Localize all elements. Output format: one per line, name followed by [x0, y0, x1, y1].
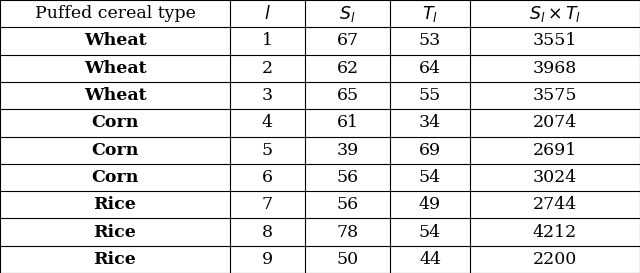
Text: 49: 49 — [419, 196, 441, 213]
Text: 56: 56 — [337, 196, 358, 213]
Text: $S_l \times T_l$: $S_l \times T_l$ — [529, 4, 581, 24]
Text: Wheat: Wheat — [84, 87, 147, 104]
Text: 3551: 3551 — [533, 32, 577, 49]
Text: 2: 2 — [262, 60, 273, 77]
Text: 50: 50 — [337, 251, 358, 268]
Text: 65: 65 — [337, 87, 358, 104]
Text: 8: 8 — [262, 224, 273, 241]
Text: Wheat: Wheat — [84, 32, 147, 49]
Text: Corn: Corn — [92, 142, 139, 159]
Text: 2074: 2074 — [533, 114, 577, 131]
Text: 3575: 3575 — [532, 87, 577, 104]
Text: 39: 39 — [337, 142, 358, 159]
Text: 44: 44 — [419, 251, 441, 268]
Text: 1: 1 — [262, 32, 273, 49]
Text: Rice: Rice — [93, 224, 136, 241]
Text: 7: 7 — [262, 196, 273, 213]
Text: 6: 6 — [262, 169, 273, 186]
Text: $T_l$: $T_l$ — [422, 4, 438, 24]
Text: Corn: Corn — [92, 114, 139, 131]
Text: 3968: 3968 — [533, 60, 577, 77]
Text: 2691: 2691 — [533, 142, 577, 159]
Text: Puffed cereal type: Puffed cereal type — [35, 5, 195, 22]
Text: 3024: 3024 — [533, 169, 577, 186]
Text: 9: 9 — [262, 251, 273, 268]
Text: 4: 4 — [262, 114, 273, 131]
Text: Wheat: Wheat — [84, 60, 147, 77]
Text: 55: 55 — [419, 87, 441, 104]
Text: 3: 3 — [262, 87, 273, 104]
Text: Rice: Rice — [93, 251, 136, 268]
Text: 54: 54 — [419, 169, 441, 186]
Text: 5: 5 — [262, 142, 273, 159]
Text: 2200: 2200 — [533, 251, 577, 268]
Text: 2744: 2744 — [533, 196, 577, 213]
Text: 61: 61 — [337, 114, 358, 131]
Text: 34: 34 — [419, 114, 441, 131]
Text: 53: 53 — [419, 32, 441, 49]
Text: Rice: Rice — [93, 196, 136, 213]
Text: Corn: Corn — [92, 169, 139, 186]
Text: 54: 54 — [419, 224, 441, 241]
Text: 56: 56 — [337, 169, 358, 186]
Text: $S_l$: $S_l$ — [339, 4, 356, 24]
Text: 4212: 4212 — [533, 224, 577, 241]
Text: 62: 62 — [337, 60, 358, 77]
Text: 64: 64 — [419, 60, 441, 77]
Text: $l$: $l$ — [264, 5, 271, 23]
Text: 67: 67 — [337, 32, 358, 49]
Text: 78: 78 — [337, 224, 358, 241]
Text: 69: 69 — [419, 142, 441, 159]
